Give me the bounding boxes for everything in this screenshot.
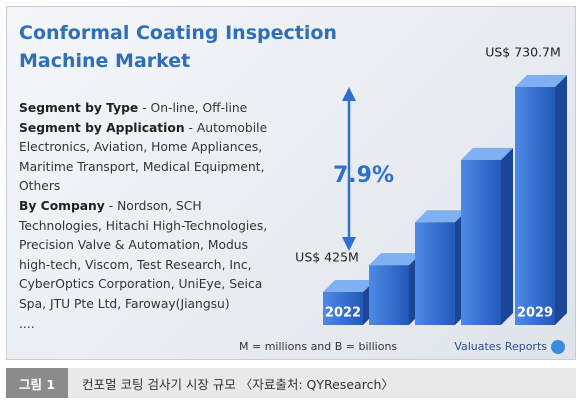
- bar-side: [501, 147, 513, 325]
- arrow-head: [342, 87, 356, 101]
- caption-label: 그림 1: [6, 368, 68, 398]
- bar: [515, 87, 555, 325]
- footnote: M = millions and B = billions: [239, 340, 397, 353]
- bar-top: [415, 210, 467, 223]
- value-label: US$ 730.7M: [485, 45, 561, 60]
- category-label: 2022: [325, 306, 361, 321]
- bar: [369, 265, 409, 325]
- bar-top: [461, 147, 513, 160]
- bar-top: [515, 75, 567, 87]
- segment-text: - On-line, Off-line: [142, 101, 248, 115]
- ellipsis: ....: [19, 316, 35, 331]
- segment-list: Segment by Type - On-line, Off-line Segme…: [19, 99, 277, 334]
- segment-text: - Automobile Electronics, Aviation, Home…: [19, 120, 268, 194]
- bar-side: [555, 75, 567, 325]
- segment-label: Segment by Type: [19, 101, 139, 115]
- chart-title: Conformal Coating Inspection Machine Mar…: [19, 22, 337, 72]
- arrow-head: [342, 237, 356, 251]
- bar-top: [323, 280, 375, 292]
- cagr-label: 7.9%: [333, 163, 394, 188]
- caption-text: 컨포멀 코팅 검사기 시장 규모 〈자료출처: QYResearch〉: [82, 376, 394, 392]
- segment: Segment by Application - Automobile Elec…: [19, 119, 277, 197]
- logo-icon: [551, 340, 565, 354]
- bar: [461, 159, 501, 325]
- category-label: 2029: [517, 306, 553, 321]
- segment-text: - Nordson, SCH Technologies, Hitachi Hig…: [19, 198, 268, 311]
- segment-label: Segment by Application: [19, 120, 185, 135]
- bar-top: [369, 253, 421, 266]
- value-label: US$ 425M: [295, 250, 359, 265]
- segment: Segment by Type - On-line, Off-line: [19, 99, 277, 119]
- segment-label: By Company: [19, 198, 105, 213]
- bar: [415, 222, 455, 325]
- chart: 2022 US$ 425M 2029 US$ 730.7M 7.9% M = millio…: [239, 45, 567, 354]
- infographic: Conformal Coating Inspection Machine Mar…: [6, 6, 576, 360]
- bar: [323, 292, 363, 325]
- figure-caption: 그림 1 컨포멀 코팅 검사기 시장 규모 〈자료출처: QYResearch〉: [6, 368, 576, 398]
- segment: By Company - Nordson, SCH Technologies, …: [19, 197, 277, 315]
- logo: Valuates Reports: [454, 340, 547, 353]
